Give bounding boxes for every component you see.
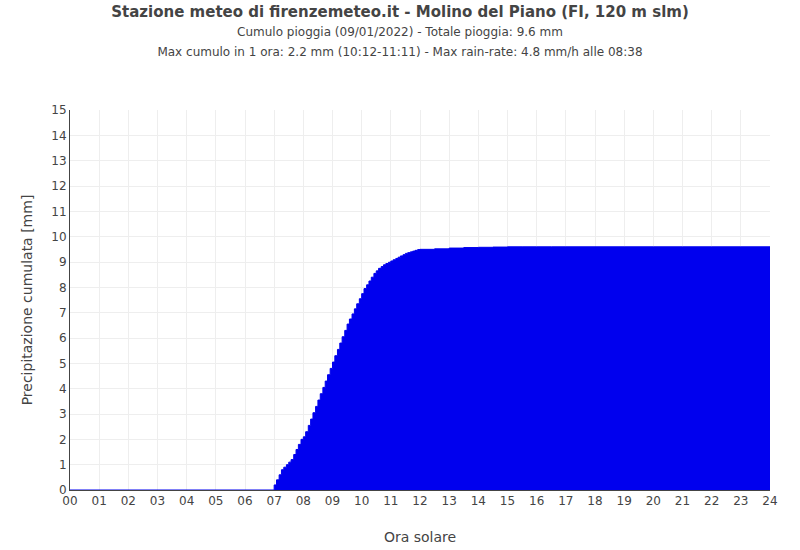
svg-text:24: 24 xyxy=(762,494,777,508)
svg-text:15: 15 xyxy=(500,494,515,508)
svg-text:15: 15 xyxy=(51,103,66,117)
svg-text:16: 16 xyxy=(529,494,544,508)
svg-text:08: 08 xyxy=(296,494,311,508)
svg-text:09: 09 xyxy=(325,494,340,508)
svg-text:3: 3 xyxy=(59,407,67,421)
svg-text:13: 13 xyxy=(51,154,66,168)
svg-text:1: 1 xyxy=(59,458,67,472)
svg-text:0: 0 xyxy=(59,483,67,497)
svg-text:17: 17 xyxy=(558,494,573,508)
svg-text:11: 11 xyxy=(383,494,398,508)
svg-text:03: 03 xyxy=(150,494,165,508)
svg-text:02: 02 xyxy=(121,494,136,508)
svg-text:6: 6 xyxy=(59,331,67,345)
svg-text:Ora solare: Ora solare xyxy=(384,529,456,545)
svg-text:23: 23 xyxy=(733,494,748,508)
svg-text:21: 21 xyxy=(675,494,690,508)
svg-text:22: 22 xyxy=(704,494,719,508)
svg-text:8: 8 xyxy=(59,281,67,295)
svg-text:5: 5 xyxy=(59,357,67,371)
svg-text:01: 01 xyxy=(92,494,107,508)
svg-text:12: 12 xyxy=(412,494,427,508)
svg-text:00: 00 xyxy=(62,494,77,508)
svg-text:4: 4 xyxy=(59,382,67,396)
svg-text:9: 9 xyxy=(59,255,67,269)
svg-text:05: 05 xyxy=(208,494,223,508)
svg-text:18: 18 xyxy=(587,494,602,508)
svg-text:Precipitazione cumulata [mm]: Precipitazione cumulata [mm] xyxy=(19,195,35,406)
svg-text:7: 7 xyxy=(59,306,67,320)
svg-text:14: 14 xyxy=(471,494,486,508)
svg-text:14: 14 xyxy=(51,129,66,143)
svg-text:06: 06 xyxy=(237,494,252,508)
svg-text:11: 11 xyxy=(51,205,66,219)
svg-text:07: 07 xyxy=(267,494,282,508)
svg-text:10: 10 xyxy=(354,494,369,508)
svg-text:Stazione meteo di firenzemeteo: Stazione meteo di firenzemeteo.it - Moli… xyxy=(111,3,689,59)
svg-text:19: 19 xyxy=(617,494,632,508)
svg-text:12: 12 xyxy=(51,179,66,193)
svg-text:13: 13 xyxy=(442,494,457,508)
svg-text:20: 20 xyxy=(646,494,661,508)
svg-text:10: 10 xyxy=(51,230,66,244)
svg-text:04: 04 xyxy=(179,494,194,508)
svg-text:2: 2 xyxy=(59,433,67,447)
